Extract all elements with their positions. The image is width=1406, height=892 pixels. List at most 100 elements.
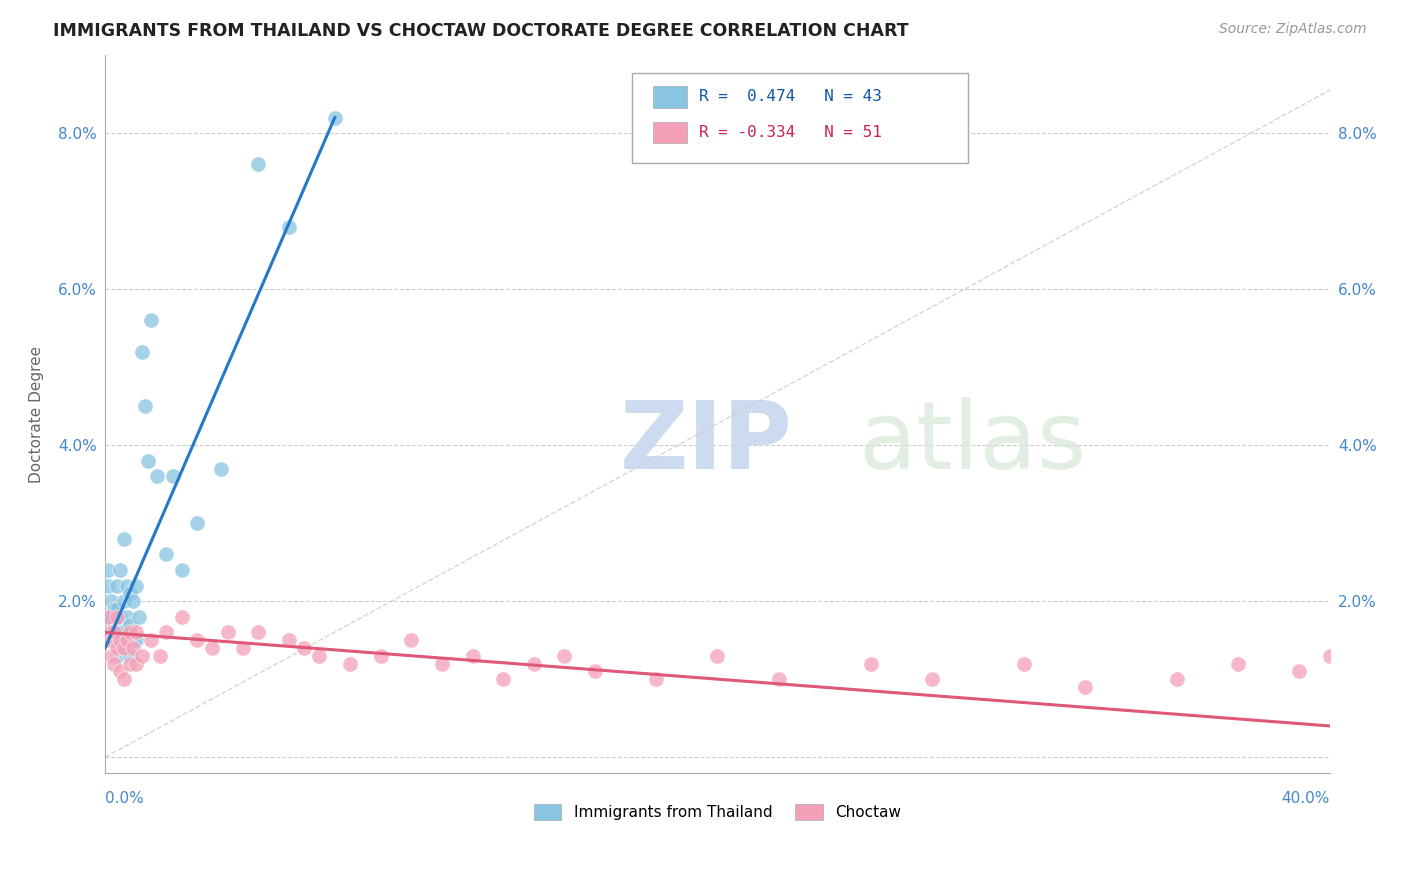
Point xyxy=(323,111,346,125)
Point xyxy=(121,633,143,648)
Point xyxy=(370,648,392,663)
Point xyxy=(100,625,122,640)
Point xyxy=(115,578,138,592)
Point xyxy=(118,657,141,671)
Point xyxy=(112,625,135,640)
Point xyxy=(112,532,135,546)
Point xyxy=(103,633,125,648)
Point xyxy=(125,657,148,671)
Point xyxy=(186,516,208,530)
Text: ZIP: ZIP xyxy=(620,397,793,489)
Point xyxy=(859,657,882,671)
Point xyxy=(100,625,122,640)
Point xyxy=(97,609,120,624)
Point xyxy=(121,640,143,655)
Point xyxy=(97,633,120,648)
Point xyxy=(645,672,668,686)
Point xyxy=(461,648,484,663)
Point xyxy=(110,563,132,577)
Point xyxy=(1226,657,1249,671)
Y-axis label: Doctorate Degree: Doctorate Degree xyxy=(30,345,44,483)
Point xyxy=(107,602,129,616)
Legend: Immigrants from Thailand, Choctaw: Immigrants from Thailand, Choctaw xyxy=(527,797,907,826)
Text: Source: ZipAtlas.com: Source: ZipAtlas.com xyxy=(1219,22,1367,37)
Point xyxy=(97,578,120,592)
Point xyxy=(107,640,129,655)
Point xyxy=(110,665,132,679)
Point xyxy=(107,578,129,592)
Point xyxy=(100,609,122,624)
Point xyxy=(103,617,125,632)
Point xyxy=(115,633,138,648)
Text: R =  0.474   N = 43: R = 0.474 N = 43 xyxy=(699,89,882,104)
Point xyxy=(1288,665,1310,679)
Point xyxy=(706,648,728,663)
Text: 0.0%: 0.0% xyxy=(105,790,143,805)
Point xyxy=(232,640,254,655)
Point xyxy=(103,625,125,640)
Point xyxy=(118,617,141,632)
Point xyxy=(97,609,120,624)
Point xyxy=(100,594,122,608)
Text: atlas: atlas xyxy=(858,397,1087,489)
Point xyxy=(149,648,172,663)
Point xyxy=(170,609,193,624)
Point xyxy=(110,633,132,648)
Text: IMMIGRANTS FROM THAILAND VS CHOCTAW DOCTORATE DEGREE CORRELATION CHART: IMMIGRANTS FROM THAILAND VS CHOCTAW DOCT… xyxy=(53,22,910,40)
Point xyxy=(118,586,141,600)
Point xyxy=(139,633,162,648)
Point xyxy=(121,594,143,608)
Point xyxy=(107,648,129,663)
Point xyxy=(125,633,148,648)
Point xyxy=(103,657,125,671)
Point xyxy=(1074,680,1097,694)
Point xyxy=(247,157,270,171)
Point xyxy=(134,399,156,413)
Point xyxy=(523,657,546,671)
Point xyxy=(492,672,515,686)
FancyBboxPatch shape xyxy=(631,73,969,162)
Bar xyxy=(652,86,686,108)
Point xyxy=(110,633,132,648)
Point xyxy=(217,625,239,640)
Point xyxy=(110,609,132,624)
Point xyxy=(921,672,943,686)
Point xyxy=(115,609,138,624)
Point xyxy=(155,547,177,561)
Point xyxy=(136,454,159,468)
Point xyxy=(162,469,184,483)
Point xyxy=(118,625,141,640)
Text: R = -0.334   N = 51: R = -0.334 N = 51 xyxy=(699,125,882,140)
Point xyxy=(277,219,299,234)
Bar xyxy=(652,122,686,144)
Point xyxy=(131,344,153,359)
Point xyxy=(115,640,138,655)
Point xyxy=(583,665,606,679)
Point xyxy=(103,602,125,616)
Point xyxy=(112,672,135,686)
Point xyxy=(211,461,233,475)
Point xyxy=(107,609,129,624)
Point xyxy=(107,625,129,640)
Point xyxy=(155,625,177,640)
Point xyxy=(247,625,270,640)
Point xyxy=(100,648,122,663)
Point xyxy=(430,657,453,671)
Point xyxy=(112,594,135,608)
Point xyxy=(125,625,148,640)
Point xyxy=(112,640,135,655)
Point xyxy=(1012,657,1035,671)
Point xyxy=(308,648,330,663)
Point xyxy=(1319,648,1341,663)
Point xyxy=(339,657,361,671)
Point xyxy=(131,648,153,663)
Point xyxy=(146,469,169,483)
Point xyxy=(170,563,193,577)
Point xyxy=(553,648,575,663)
Point xyxy=(186,633,208,648)
Point xyxy=(201,640,224,655)
Point xyxy=(277,633,299,648)
Point xyxy=(292,640,315,655)
Point xyxy=(125,578,148,592)
Point xyxy=(139,313,162,327)
